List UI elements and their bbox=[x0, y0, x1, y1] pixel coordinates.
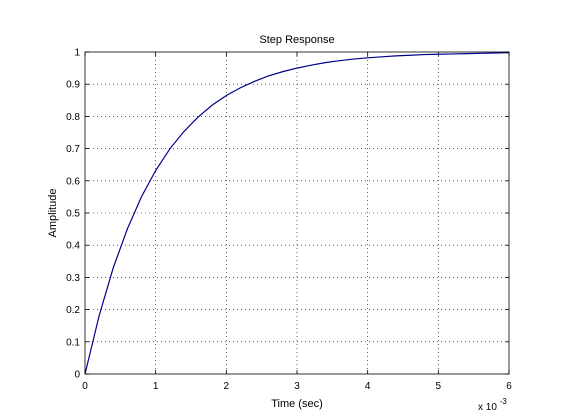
y-tick-label: 0.1 bbox=[66, 337, 80, 348]
x-tick-label: 0 bbox=[82, 381, 88, 392]
y-tick-label: 0.4 bbox=[66, 241, 80, 252]
x-scale-base: x 10 bbox=[478, 402, 497, 413]
x-tick-label: 2 bbox=[224, 381, 230, 392]
y-axis-label: Amplitude bbox=[47, 189, 59, 238]
y-tick-label: 1 bbox=[74, 48, 80, 59]
x-axis-label: Time (sec) bbox=[271, 398, 323, 410]
x-tick-label: 3 bbox=[294, 381, 300, 392]
y-tick-label: 0.3 bbox=[66, 273, 80, 284]
x-tick-label: 5 bbox=[436, 381, 442, 392]
grid-lines bbox=[85, 52, 509, 374]
y-tick-label: 0.8 bbox=[66, 112, 80, 123]
x-tick-label: 6 bbox=[506, 381, 512, 392]
y-tick-label: 0.6 bbox=[66, 176, 80, 187]
y-tick-label: 0.9 bbox=[66, 80, 80, 91]
y-tick-label: 0 bbox=[74, 370, 80, 381]
x-scale-exponent: -3 bbox=[500, 397, 508, 406]
plot-frame bbox=[84, 51, 510, 375]
step-response-line bbox=[84, 52, 510, 375]
x-tick-label: 4 bbox=[365, 381, 371, 392]
chart-title: Step Response bbox=[259, 34, 334, 46]
x-tick-labels: 0 1 2 3 4 5 6 bbox=[82, 381, 512, 392]
y-tick-label: 0.7 bbox=[66, 144, 80, 155]
x-scale-factor: x 10 -3 bbox=[478, 397, 507, 413]
y-tick-label: 0.2 bbox=[66, 305, 80, 316]
y-tick-label: 0.5 bbox=[66, 209, 80, 220]
y-tick-labels: 0 0.1 0.2 0.3 0.4 0.5 0.6 0.7 0.8 0.9 1 bbox=[66, 48, 80, 381]
x-tick-label: 1 bbox=[153, 381, 159, 392]
